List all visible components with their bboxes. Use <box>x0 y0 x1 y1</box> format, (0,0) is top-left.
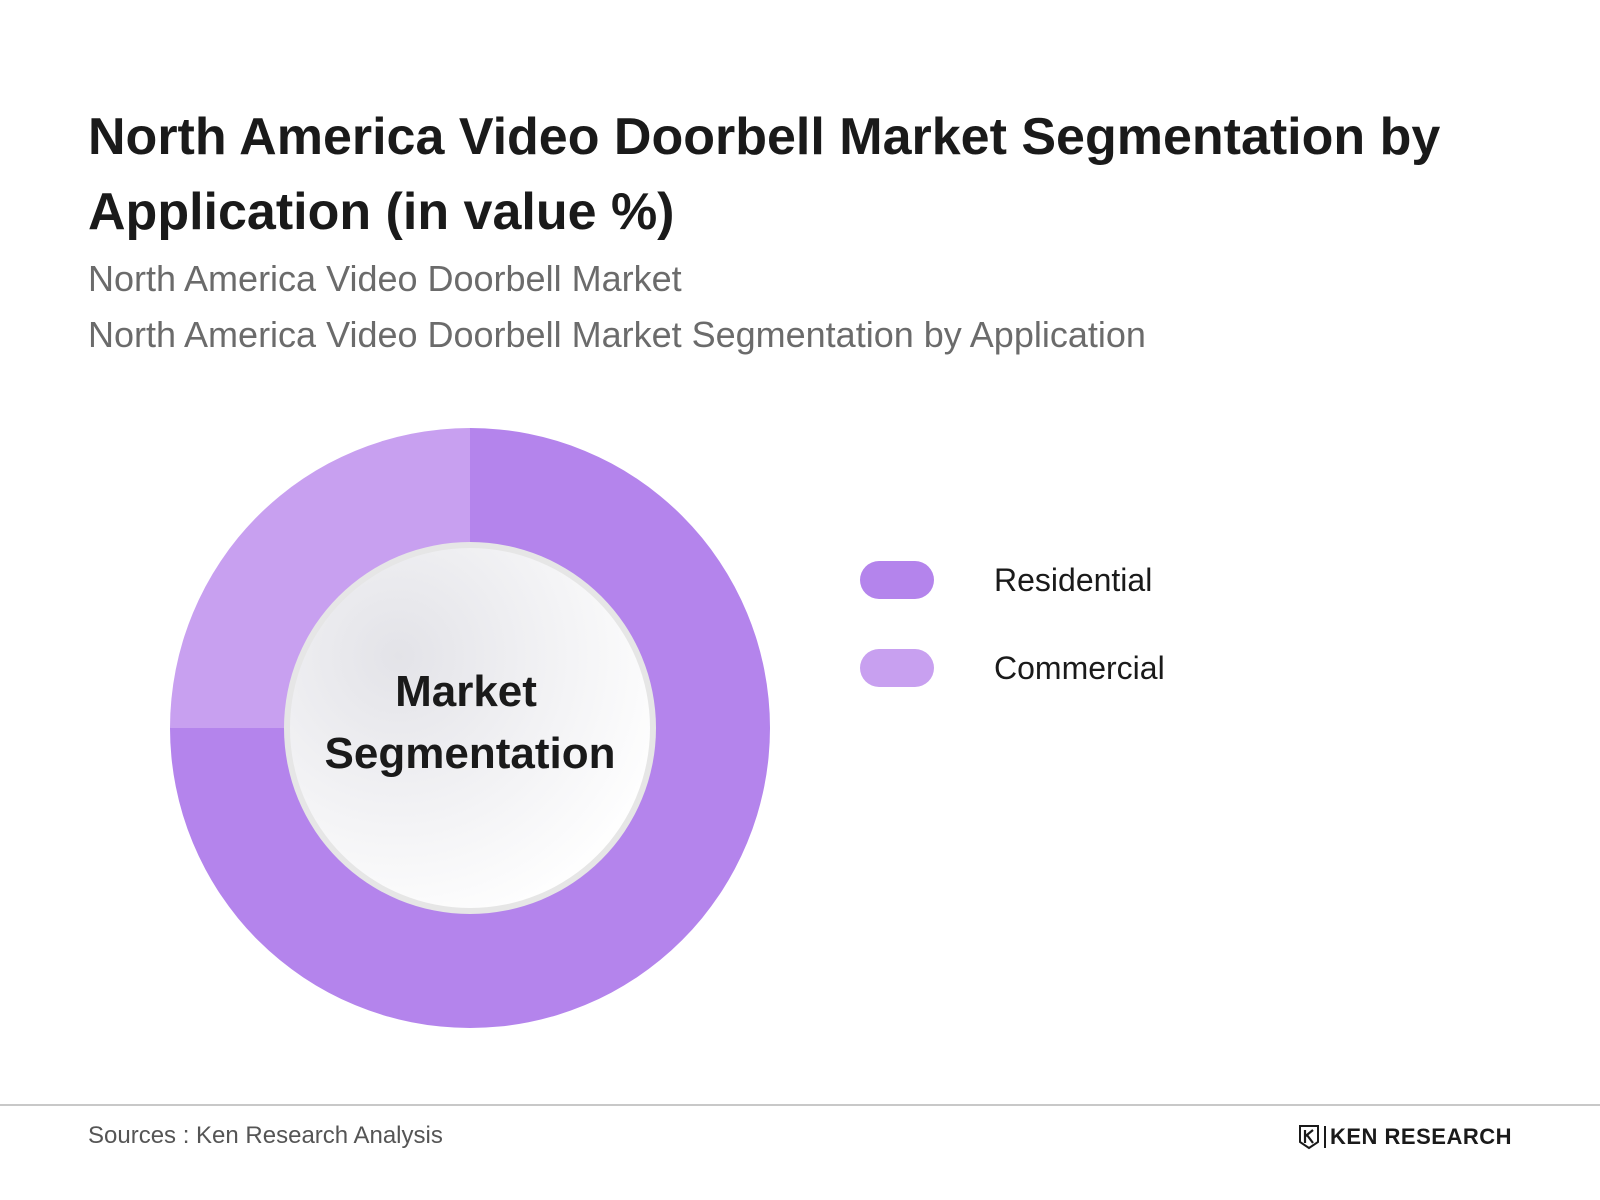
center-label-line1: Market <box>395 667 537 716</box>
legend-swatch-commercial <box>860 649 934 687</box>
legend-label-residential: Residential <box>994 561 1153 598</box>
chart-subtitle-segmentation: North America Video Doorbell Market Segm… <box>88 314 1146 355</box>
source-note: Sources : Ken Research Analysis <box>88 1122 443 1149</box>
chart-title: North America Video Doorbell Market Segm… <box>88 108 1441 241</box>
legend-item-commercial: Commercial <box>860 648 1165 688</box>
legend-label-commercial: Commercial <box>994 649 1165 686</box>
brand-name: KEN RESEARCH <box>1329 1124 1512 1149</box>
donut-chart: Market Segmentation <box>170 428 770 1028</box>
legend-swatch-residential <box>860 561 934 599</box>
ken-research-logo-icon <box>1298 1125 1319 1150</box>
center-label-line2: Segmentation <box>325 729 616 778</box>
brand-logo: KEN RESEARCH <box>1298 1124 1512 1150</box>
donut-center <box>290 548 650 908</box>
chart-subtitle-market: North America Video Doorbell Market <box>88 258 682 299</box>
legend-item-residential: Residential <box>860 560 1165 600</box>
chart-legend: Residential Commercial <box>860 560 1165 736</box>
brand-separator <box>1323 1126 1326 1148</box>
footer-divider <box>0 1104 1600 1106</box>
